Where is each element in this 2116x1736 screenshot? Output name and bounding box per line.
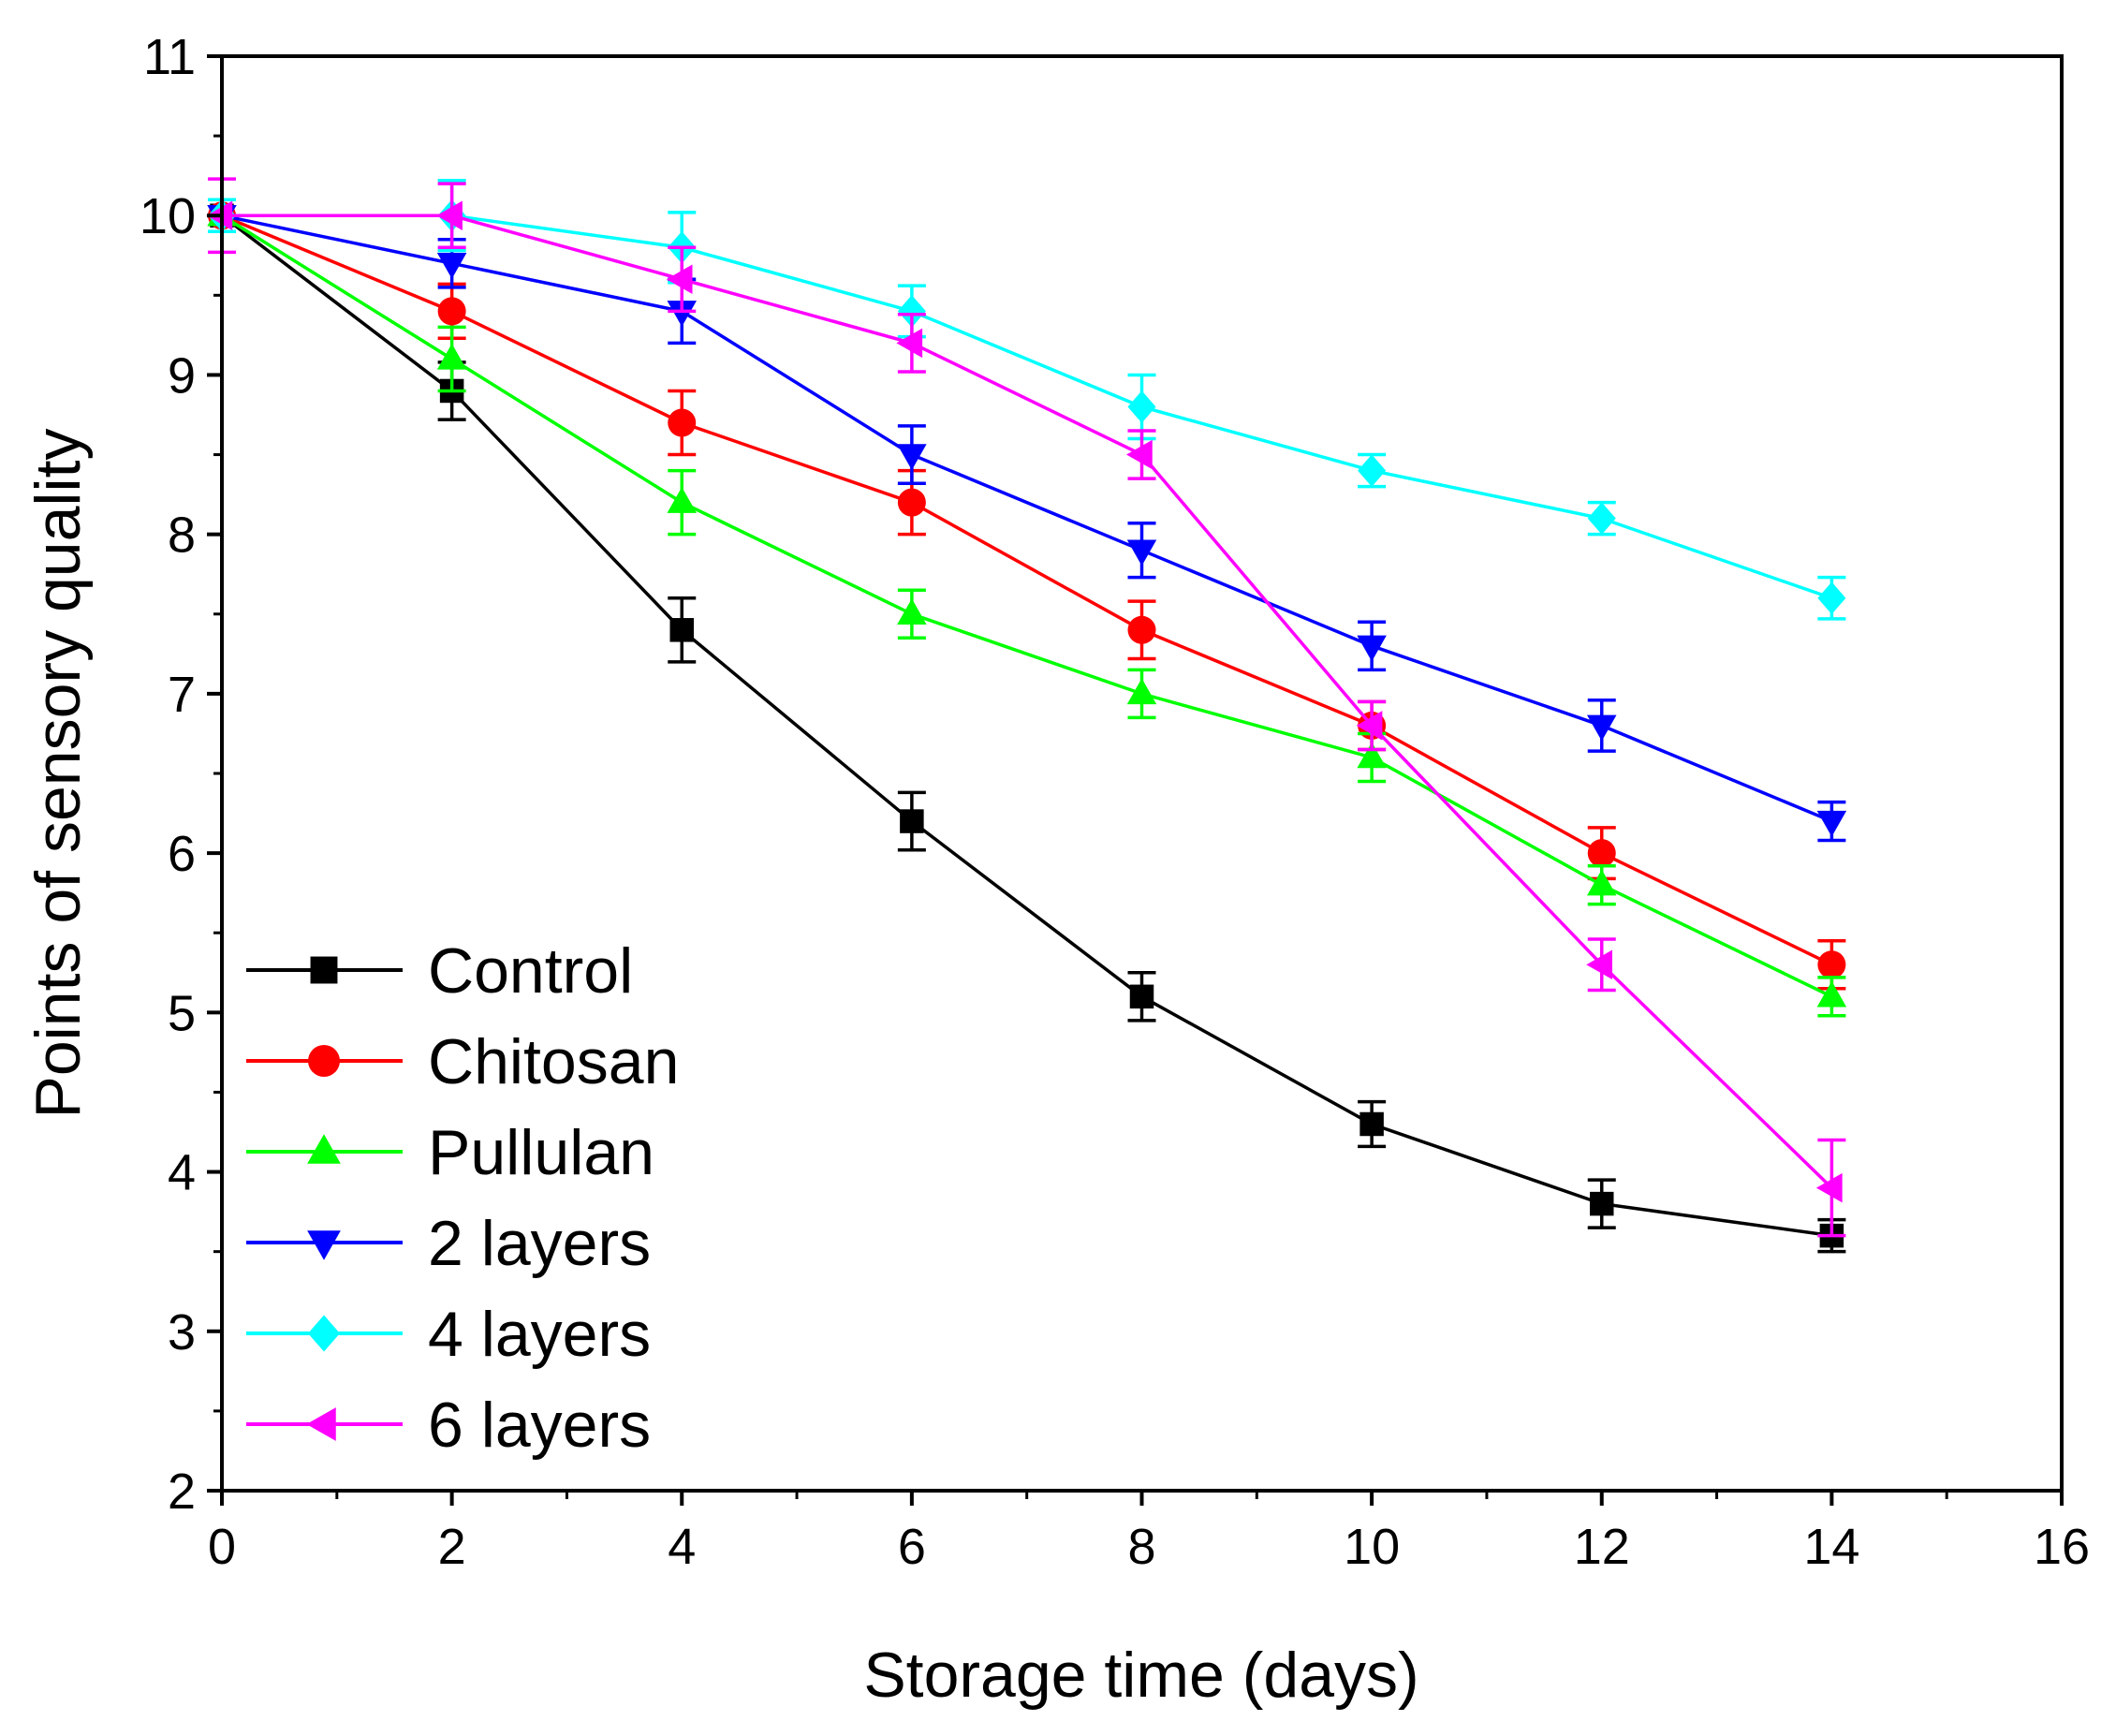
legend: Control Chitosan Pullulan 2 layers 4 layers 6… xyxy=(246,935,679,1461)
data-point-2-layers xyxy=(897,444,927,471)
legend-marker-4-layers xyxy=(308,1315,340,1352)
series-4-layers xyxy=(208,179,1846,621)
x-tick-label: 4 xyxy=(668,1519,696,1575)
data-point-pullulan xyxy=(1126,678,1157,705)
y-axis-title: Points of sensory quality xyxy=(22,428,94,1118)
legend-item-2-layers: 2 layers xyxy=(246,1208,651,1279)
data-point-pullulan xyxy=(1816,980,1847,1008)
legend-marker-2-layers xyxy=(307,1230,341,1260)
x-tick-label: 10 xyxy=(1344,1519,1400,1575)
data-point-chitosan xyxy=(437,297,466,326)
x-tick-label: 12 xyxy=(1574,1519,1630,1575)
legend-label-chitosan: Chitosan xyxy=(428,1026,679,1097)
legend-item-control: Control xyxy=(246,935,633,1007)
data-point-4-layers xyxy=(1817,581,1846,615)
series-pullulan xyxy=(207,198,1847,1018)
data-point-6-layers xyxy=(1356,711,1383,741)
legend-marker-pullulan xyxy=(307,1134,341,1164)
data-point-2-layers xyxy=(1587,714,1617,742)
x-tick-label: 6 xyxy=(898,1519,926,1575)
data-point-6-layers xyxy=(896,328,923,359)
legend-marker-chitosan xyxy=(308,1045,340,1077)
legend-label-pullulan: Pullulan xyxy=(428,1117,654,1188)
data-point-chitosan xyxy=(1587,839,1616,868)
legend-marker-6-layers xyxy=(306,1407,336,1441)
data-point-control xyxy=(669,618,694,642)
y-tick-label: 5 xyxy=(168,985,196,1041)
data-point-2-layers xyxy=(1126,539,1157,566)
legend-item-6-layers: 6 layers xyxy=(246,1390,651,1461)
data-point-6-layers xyxy=(436,200,463,230)
y-tick-label: 6 xyxy=(168,826,196,882)
legend-label-6-layers: 6 layers xyxy=(428,1390,651,1461)
data-point-control xyxy=(1129,984,1154,1009)
data-point-2-layers xyxy=(667,301,697,327)
series-layer xyxy=(206,177,1847,1254)
y-tick-label: 7 xyxy=(168,667,196,723)
data-point-4-layers xyxy=(897,295,926,328)
data-point-control xyxy=(1590,1191,1614,1216)
x-tick-label: 8 xyxy=(1127,1519,1155,1575)
data-point-chitosan xyxy=(1127,615,1156,644)
data-point-4-layers xyxy=(1358,454,1387,487)
data-point-pullulan xyxy=(436,343,467,370)
x-axis-title: Storage time (days) xyxy=(863,1640,1418,1711)
data-point-2-layers xyxy=(1816,810,1847,837)
data-point-chitosan xyxy=(1817,950,1846,979)
legend-item-pullulan: Pullulan xyxy=(246,1117,654,1188)
data-point-6-layers xyxy=(1126,439,1153,470)
series-line-control xyxy=(220,213,1832,1238)
y-tick-label: 2 xyxy=(168,1464,196,1520)
data-point-pullulan xyxy=(667,487,697,513)
series-line-2-layers xyxy=(221,213,1833,823)
data-point-4-layers xyxy=(1127,390,1156,423)
legend-label-4-layers: 4 layers xyxy=(428,1299,651,1370)
legend-label-2-layers: 2 layers xyxy=(428,1208,651,1279)
data-point-6-layers xyxy=(1586,949,1612,980)
series-line-chitosan xyxy=(221,213,1833,966)
data-point-6-layers xyxy=(1815,1172,1843,1203)
legend-label-control: Control xyxy=(428,935,633,1007)
data-point-control xyxy=(900,809,924,833)
x-tick-label: 16 xyxy=(2034,1519,2090,1575)
series-line-4-layers xyxy=(222,213,1832,600)
data-point-pullulan xyxy=(1587,869,1617,896)
y-tick-label: 10 xyxy=(140,188,196,244)
y-tick-label: 4 xyxy=(168,1145,196,1201)
data-point-2-layers xyxy=(1357,635,1387,662)
data-point-4-layers xyxy=(1587,502,1616,535)
legend-marker-control xyxy=(310,956,338,984)
legend-item-4-layers: 4 layers xyxy=(246,1299,651,1370)
data-point-pullulan xyxy=(1357,742,1387,769)
legend-item-chitosan: Chitosan xyxy=(246,1026,679,1097)
y-tick-label: 9 xyxy=(168,347,196,404)
y-tick-label: 3 xyxy=(168,1304,196,1361)
series-line-6-layers xyxy=(222,213,1833,1189)
x-tick-label: 14 xyxy=(1803,1519,1859,1575)
y-tick-label: 8 xyxy=(168,508,196,564)
x-tick-label: 2 xyxy=(438,1519,466,1575)
series-line-pullulan xyxy=(221,213,1833,998)
data-point-chitosan xyxy=(897,488,926,517)
data-point-2-layers xyxy=(436,253,467,279)
data-point-chitosan xyxy=(668,408,697,437)
data-point-control xyxy=(1359,1111,1384,1137)
series-control xyxy=(208,198,1846,1254)
y-tick-label: 11 xyxy=(143,29,196,85)
data-point-pullulan xyxy=(897,598,927,625)
data-point-6-layers xyxy=(666,264,693,295)
x-tick-label: 0 xyxy=(208,1519,236,1575)
